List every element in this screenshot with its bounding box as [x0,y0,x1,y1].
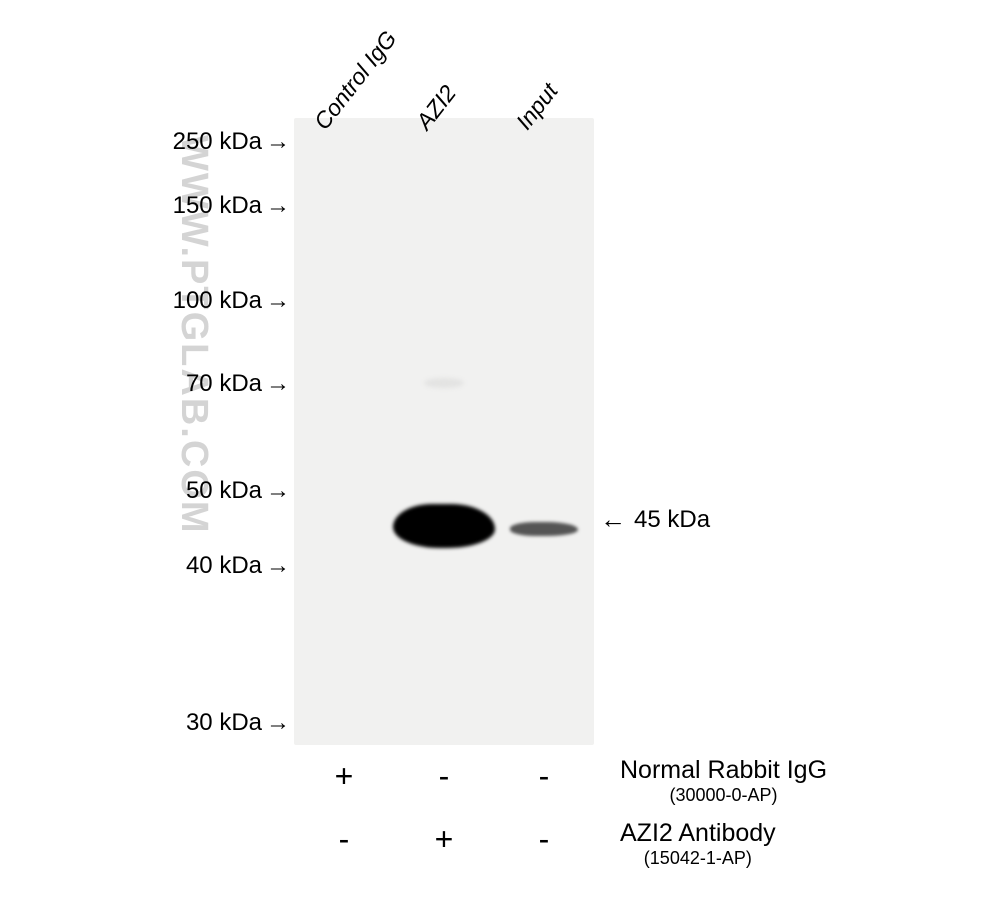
treatment-r1-c1: + [432,821,456,858]
blot-membrane [294,118,594,745]
band-azi2 [393,504,495,548]
marker-70: 70 kDa → [80,370,290,398]
arrow-left-icon: ← [600,504,626,535]
arrow-right-icon: → [266,552,290,580]
treatment-r1-c2: - [532,821,556,858]
legend-row-0: Normal Rabbit IgG (30000-0-AP) [620,756,827,806]
marker-label: 100 kDa [173,287,262,315]
marker-label: 70 kDa [186,370,262,398]
legend-title: AZI2 Antibody [620,819,776,848]
detected-band-label: 45 kDa [634,506,710,534]
arrow-right-icon: → [266,287,290,315]
marker-label: 50 kDa [186,477,262,505]
legend-title: Normal Rabbit IgG [620,756,827,785]
blot-figure: WWW.PTGLAB.COM Control IgG AZI2 Input 25… [0,0,1000,903]
marker-150: 150 kDa → [80,192,290,220]
arrow-right-icon: → [266,192,290,220]
legend-sub: (30000-0-AP) [620,785,827,806]
marker-250: 250 kDa → [80,128,290,156]
treatment-r0-c0: + [332,758,356,795]
arrow-right-icon: → [266,370,290,398]
arrow-right-icon: → [266,709,290,737]
legend-sub: (15042-1-AP) [620,848,776,869]
arrow-right-icon: → [266,128,290,156]
legend-row-1: AZI2 Antibody (15042-1-AP) [620,819,776,869]
treatment-r0-c1: - [432,758,456,795]
arrow-right-icon: → [266,477,290,505]
treatment-r1-c0: - [332,821,356,858]
marker-40: 40 kDa → [80,552,290,580]
marker-label: 150 kDa [173,192,262,220]
marker-label: 30 kDa [186,709,262,737]
band-input [510,522,578,536]
marker-50: 50 kDa → [80,477,290,505]
band-faint-70 [424,378,464,388]
marker-label: 40 kDa [186,552,262,580]
marker-30: 30 kDa → [80,709,290,737]
detected-band-annotation: ← 45 kDa [600,504,710,535]
marker-label: 250 kDa [173,128,262,156]
marker-100: 100 kDa → [80,287,290,315]
treatment-r0-c2: - [532,758,556,795]
